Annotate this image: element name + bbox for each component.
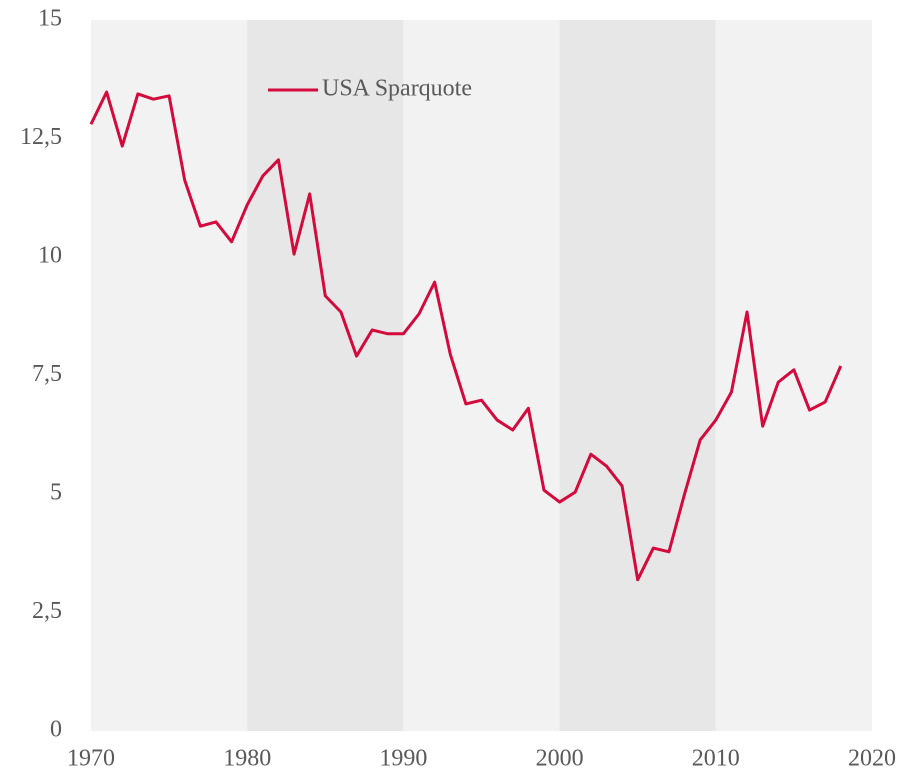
data-line (89, 90, 843, 582)
y-tick-label: 10 (38, 243, 62, 269)
x-tick-label: 2010 (692, 746, 740, 772)
y-tick-label: 7,5 (32, 361, 62, 387)
x-tick-label: 1980 (223, 746, 271, 772)
plot-band (247, 20, 404, 731)
x-tick-label: 2020 (848, 746, 896, 772)
y-tick-label: 0 (50, 717, 62, 743)
legend-label: USA Sparquote (322, 76, 472, 102)
x-tick-label: 1970 (67, 746, 115, 772)
y-tick-label: 5 (50, 480, 62, 506)
y-tick-label: 15 (38, 6, 62, 32)
y-tick-label: 2,5 (32, 598, 62, 624)
plot-band (403, 20, 560, 731)
plot-band (715, 20, 872, 731)
y-tick-label: 12,5 (20, 124, 62, 150)
x-tick-label: 1990 (379, 746, 427, 772)
x-tick-label: 2000 (536, 746, 584, 772)
plot-band (91, 20, 248, 731)
plot-band (559, 20, 716, 731)
